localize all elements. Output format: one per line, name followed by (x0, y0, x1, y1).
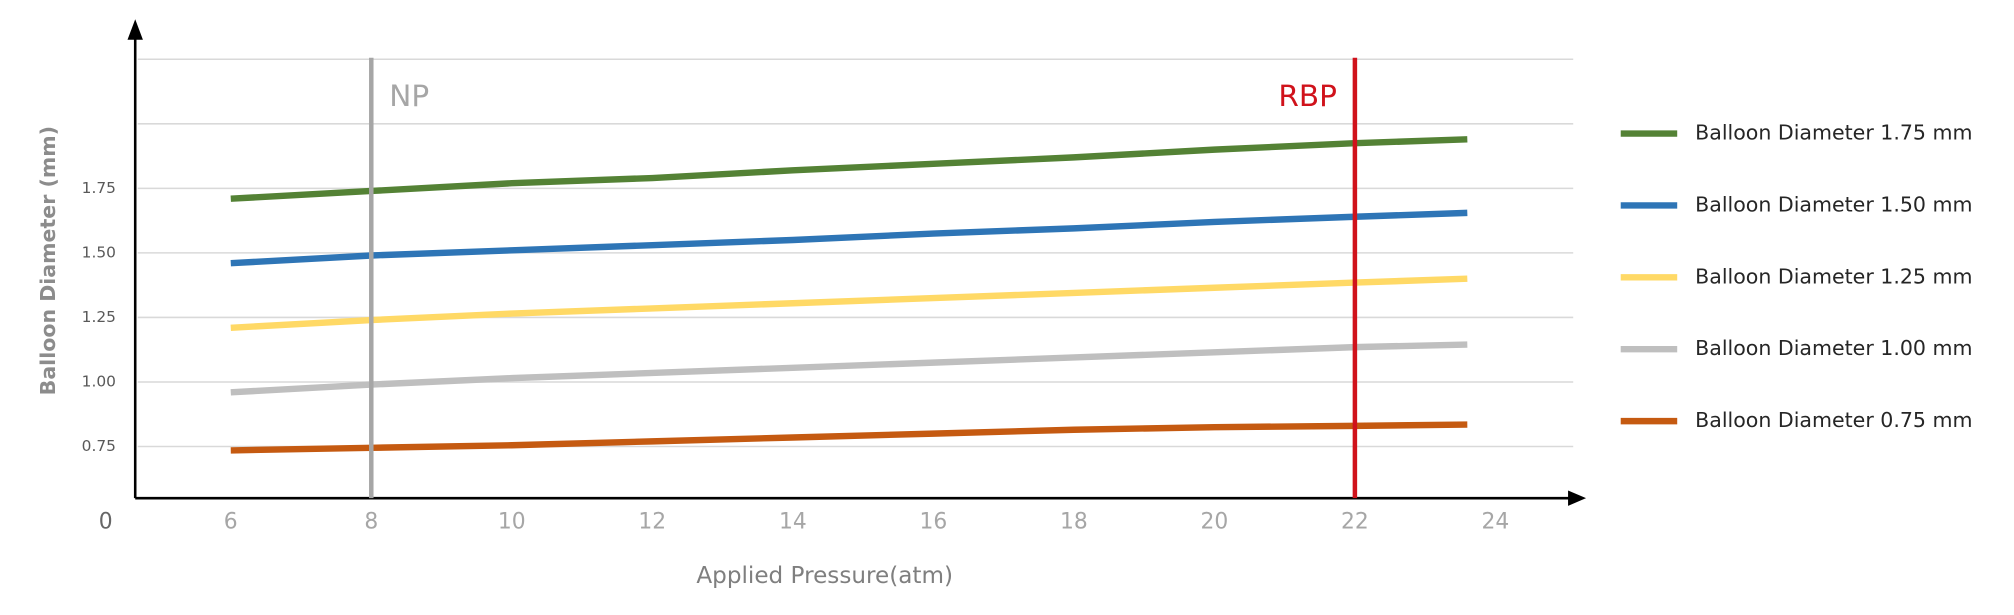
y-axis-arrow (127, 19, 143, 40)
x-tick-label: 22 (1341, 510, 1369, 535)
x-tick-label: 24 (1482, 510, 1510, 535)
x-axis-label: Applied Pressure(atm) (696, 563, 953, 589)
legend-label: Balloon Diameter 1.00 mm (1695, 336, 1972, 360)
series-line (230, 275, 1468, 331)
legend-label: Balloon Diameter 1.25 mm (1695, 264, 1972, 288)
origin-label: 0 (99, 510, 113, 535)
series-line (230, 209, 1468, 267)
y-tick-label: 1.25 (82, 308, 116, 326)
x-tick-label: 10 (498, 510, 526, 535)
reference-label: NP (389, 79, 429, 113)
x-tick-label: 8 (364, 510, 378, 535)
y-tick-label: 1.00 (82, 372, 116, 390)
x-tick-label: 6 (224, 510, 238, 535)
x-tick-label: 12 (638, 510, 666, 535)
series-line (230, 341, 1468, 396)
series-line (230, 136, 1468, 202)
y-axis-label: Balloon Diameter (mm) (36, 126, 60, 395)
y-tick-label: 1.50 (82, 243, 116, 261)
reference-label: RBP (1278, 79, 1337, 113)
x-tick-label: 20 (1201, 510, 1229, 535)
legend-label: Balloon Diameter 0.75 mm (1695, 408, 1972, 432)
legend-label: Balloon Diameter 1.75 mm (1695, 121, 1972, 145)
x-tick-label: 14 (779, 510, 807, 535)
x-axis-arrow (1568, 490, 1587, 506)
legend-label: Balloon Diameter 1.50 mm (1695, 192, 1972, 216)
y-tick-label: 0.75 (82, 437, 116, 455)
x-tick-label: 18 (1060, 510, 1088, 535)
x-tick-label: 16 (919, 510, 947, 535)
y-tick-label: 1.75 (82, 179, 116, 197)
series-line (230, 421, 1468, 454)
